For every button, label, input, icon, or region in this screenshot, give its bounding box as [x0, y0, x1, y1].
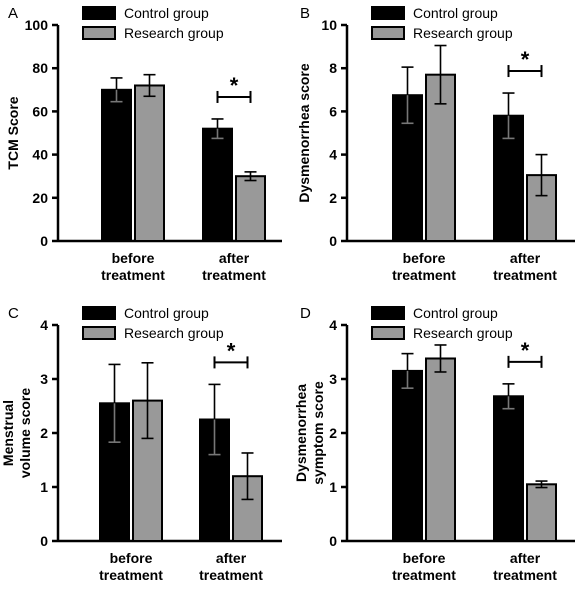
y-tick-label: 0 — [40, 533, 48, 549]
bar-control — [101, 88, 132, 242]
bar-research — [235, 175, 266, 242]
x-category-label-line: before — [110, 550, 153, 566]
y-tick-label: 80 — [32, 60, 48, 76]
y-axis-label-line: Dysmenorrhea — [293, 384, 309, 482]
bar-control — [392, 369, 423, 543]
x-category-label-line: before — [403, 550, 446, 566]
x-category-label-line: before — [112, 250, 155, 266]
x-category-label-line: treatment — [392, 267, 456, 283]
x-category-label-line: after — [216, 550, 247, 566]
x-category-label-line: treatment — [392, 567, 456, 583]
bar-research — [526, 483, 557, 543]
y-tick-label: 4 — [329, 317, 337, 333]
legend-swatch-control — [82, 6, 116, 20]
y-tick-label: 4 — [40, 317, 48, 333]
y-tick-label: 4 — [329, 147, 337, 163]
y-axis-label: Dysmenorrhea score — [296, 63, 312, 203]
bar-control — [202, 127, 233, 242]
y-tick-label: 0 — [329, 233, 337, 249]
legend-swatch-research — [371, 326, 405, 340]
y-tick-label: 100 — [25, 17, 49, 33]
legend-swatch-control — [371, 306, 405, 320]
x-category-label-line: treatment — [493, 267, 557, 283]
legend-label: Control group — [413, 5, 498, 21]
significance-star: * — [230, 73, 239, 98]
y-tick-label: 0 — [329, 533, 337, 549]
x-category-label: after treatment — [199, 550, 263, 583]
legend-label: Control group — [413, 305, 498, 321]
panel-letter: B — [300, 5, 310, 22]
y-tick-label: 10 — [321, 17, 337, 33]
y-tick-label: 0 — [40, 233, 48, 249]
y-tick-label: 6 — [329, 103, 337, 119]
legend-swatch-research — [82, 26, 116, 40]
x-category-label-line: after — [219, 250, 250, 266]
panel-letter: A — [8, 5, 18, 22]
x-category-label: after treatment — [493, 550, 557, 583]
y-tick-label: 8 — [329, 60, 337, 76]
significance-star: * — [521, 338, 530, 363]
y-tick-label: 2 — [329, 425, 337, 441]
panel-letter: C — [8, 305, 19, 322]
x-category-label-line: treatment — [202, 267, 266, 283]
y-tick-label: 3 — [329, 371, 337, 387]
y-tick-label: 2 — [40, 425, 48, 441]
x-category-label-line: treatment — [101, 267, 165, 283]
y-axis-label-line: symptom score — [310, 381, 326, 485]
x-category-label-line: treatment — [99, 567, 163, 583]
legend-swatch-control — [82, 306, 116, 320]
legend-label: Control group — [124, 305, 209, 321]
significance-star: * — [521, 47, 530, 72]
y-tick-label: 60 — [32, 103, 48, 119]
y-axis-label-line: volume score — [17, 388, 33, 478]
legend-swatch-control — [371, 6, 405, 20]
legend-label: Research group — [124, 325, 224, 341]
y-axis-label: Dysmenorrheasymptom score — [293, 381, 326, 485]
legend-label: Control group — [124, 5, 209, 21]
legend-label: Research group — [413, 25, 513, 41]
y-axis-label-line: Menstrual — [0, 400, 16, 466]
y-tick-label: 3 — [40, 371, 48, 387]
significance-star: * — [227, 338, 236, 363]
panel-letter: D — [300, 305, 311, 322]
bar-research — [134, 84, 165, 243]
x-category-label: before treatment — [101, 250, 165, 283]
y-axis-label: Menstrualvolume score — [0, 388, 33, 478]
y-tick-label: 20 — [32, 190, 48, 206]
x-category-label-line: after — [510, 250, 541, 266]
x-category-label-line: treatment — [199, 567, 263, 583]
legend-swatch-research — [82, 326, 116, 340]
x-category-label: before treatment — [99, 550, 163, 583]
legend-label: Research group — [124, 25, 224, 41]
bar-control — [493, 395, 524, 542]
bar-control — [99, 402, 130, 542]
x-category-label-line: after — [510, 550, 541, 566]
x-category-label-line: treatment — [493, 567, 557, 583]
legend-label: Research group — [413, 325, 513, 341]
legend-swatch-research — [371, 26, 405, 40]
y-tick-label: 1 — [329, 479, 337, 495]
x-category-label: before treatment — [392, 250, 456, 283]
y-tick-label: 2 — [329, 190, 337, 206]
y-axis-label: TCM Score — [5, 96, 21, 169]
bar-research — [425, 357, 456, 543]
x-category-label-line: before — [403, 250, 446, 266]
x-category-label: after treatment — [493, 250, 557, 283]
x-category-label: after treatment — [202, 250, 266, 283]
y-tick-label: 40 — [32, 147, 48, 163]
x-category-label: before treatment — [392, 550, 456, 583]
y-tick-label: 1 — [40, 479, 48, 495]
